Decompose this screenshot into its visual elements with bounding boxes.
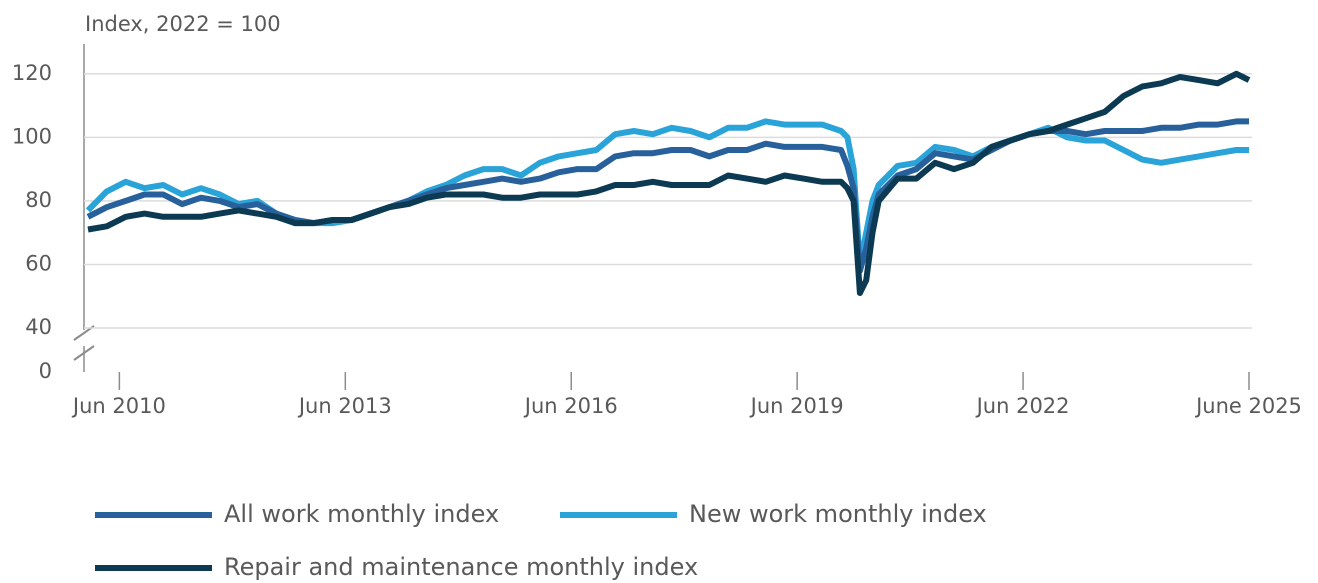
legend-label: All work monthly index — [224, 500, 499, 528]
y-tick-label: 120 — [12, 61, 52, 85]
x-tick-label: Jun 2013 — [297, 394, 392, 418]
x-tick-label: Jun 2016 — [523, 394, 618, 418]
y-tick-label: 80 — [25, 188, 52, 212]
axis-label: Index, 2022 = 100 — [85, 12, 281, 36]
legend-label: New work monthly index — [689, 500, 987, 528]
y-tick-label: 60 — [25, 251, 52, 275]
legend-label: Repair and maintenance monthly index — [224, 553, 698, 581]
x-tick-label: Jun 2019 — [749, 394, 844, 418]
y-tick-label: 0 — [39, 359, 52, 383]
x-tick-label: Jun 2022 — [975, 394, 1070, 418]
x-tick-label: June 2025 — [1194, 394, 1302, 418]
series-line — [87, 70, 1251, 296]
axis-break — [73, 345, 95, 361]
y-tick-label: 100 — [12, 124, 52, 148]
y-tick-label: 40 — [25, 315, 52, 339]
x-tick-label: Jun 2010 — [71, 394, 166, 418]
series-line — [85, 118, 1249, 268]
series-line — [86, 118, 1249, 274]
